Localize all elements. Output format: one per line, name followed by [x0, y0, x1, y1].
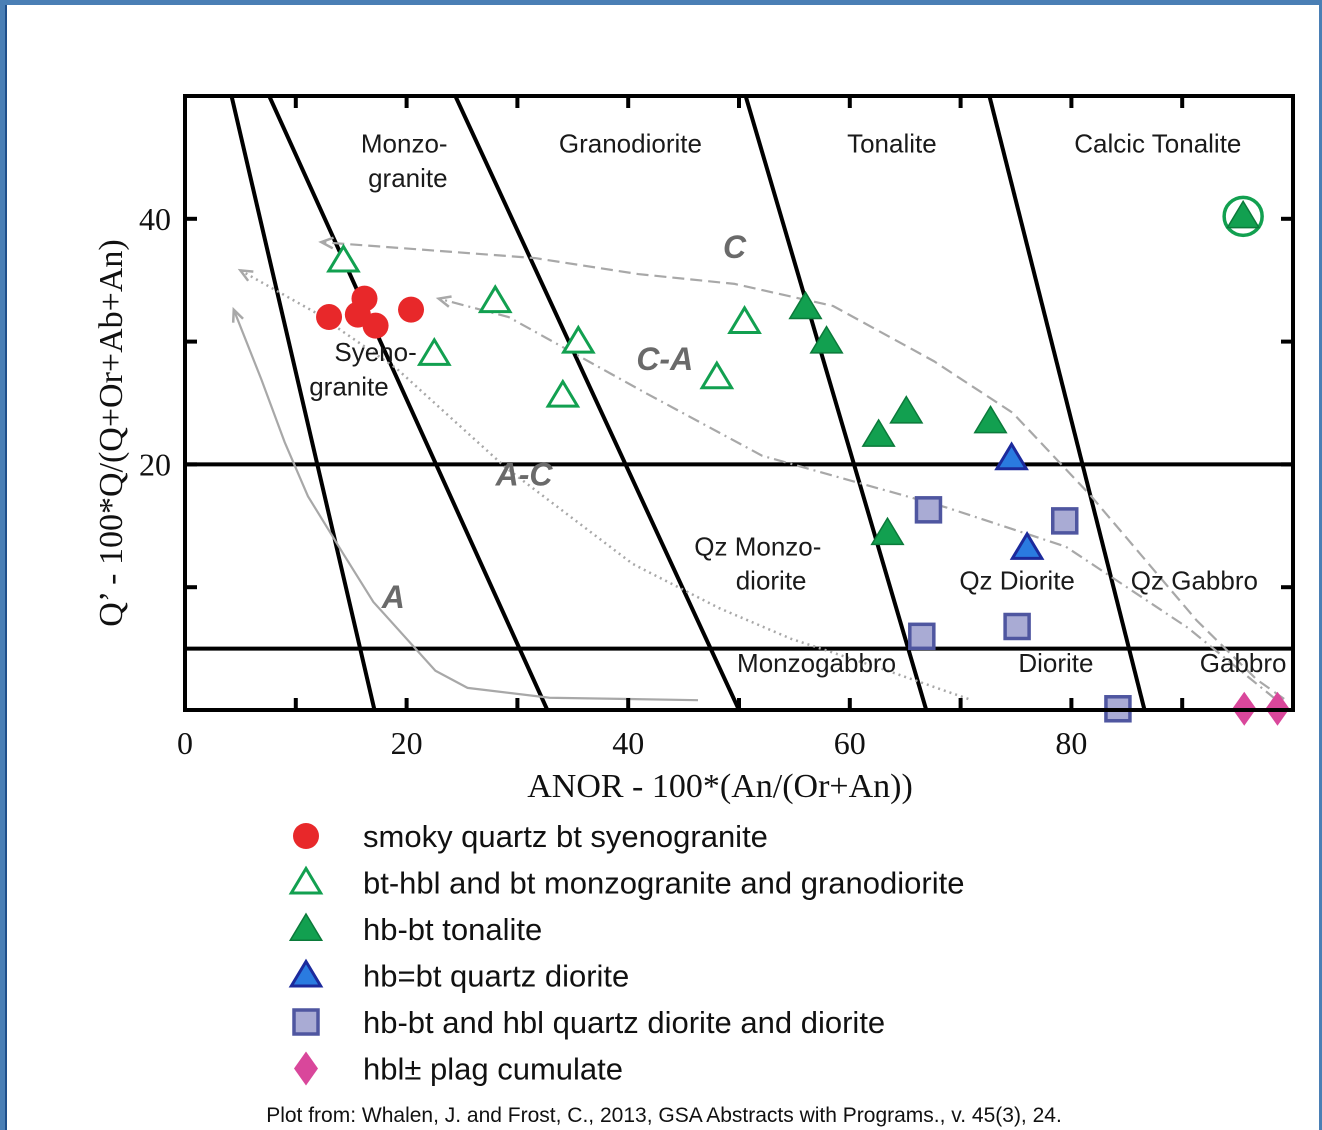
- field-label: granite: [309, 372, 389, 402]
- data-point-circle: [316, 304, 343, 331]
- field-labels: Monzo-granite Granodiorite Tonalite Calcic …: [309, 128, 1286, 677]
- trend-c-path: [321, 241, 1285, 700]
- trend-a-arrowhead: [231, 306, 244, 323]
- field-label: granite: [368, 163, 448, 193]
- boundary-line-3: [453, 96, 741, 710]
- legend-label: hb-bt and hbl quartz diorite and diorite: [363, 1005, 885, 1040]
- legend-marker-square: [292, 1008, 320, 1036]
- x-tick-label: 0: [177, 725, 193, 761]
- data-point-triangle: [889, 395, 924, 424]
- trend-a-c-arrowhead: [237, 268, 254, 282]
- data-point-triangle-open: [326, 243, 361, 273]
- y-axis-title: Q’ - 100*Q/(Q+Or+Ab+An): [93, 239, 130, 626]
- data-point-triangle-open: [545, 378, 581, 408]
- trend-label-c: C: [723, 229, 747, 265]
- legend-marker-triangle: [288, 912, 324, 941]
- figure-frame: [5, 5, 1319, 1130]
- legend-marker-diamond: [294, 1051, 318, 1086]
- data-point-triangle-open: [699, 360, 735, 390]
- trend-a-path: [232, 309, 699, 702]
- boundary-line-1: [229, 96, 377, 710]
- trend-labels: A A-C C-A C: [381, 229, 747, 615]
- x-axis-title: ANOR - 100*(An/(Or+An)): [527, 768, 913, 805]
- trend-paths: [231, 236, 1285, 702]
- data-point-square: [1051, 507, 1079, 535]
- legend-label: hb=bt quartz diorite: [363, 959, 629, 994]
- data-point-square: [1003, 612, 1031, 641]
- data-point-square: [908, 622, 936, 651]
- field-label: Syeno-: [334, 337, 416, 367]
- field-label: Monzogabbro: [737, 648, 896, 678]
- data-point-triangle-blue: [1009, 530, 1045, 560]
- data-point-triangle-open: [560, 324, 596, 354]
- field-label: Monzo-: [361, 128, 448, 158]
- legend-label: hbl± plag cumulate: [363, 1052, 623, 1087]
- y-tick-label: 40: [139, 201, 171, 237]
- data-point-triangle-open: [727, 305, 762, 334]
- data-point-triangle-open: [416, 336, 452, 366]
- field-label: Qz Diorite: [959, 566, 1075, 596]
- legend: smoky quartz bt syenogranite bt-hbl and b…: [288, 819, 964, 1087]
- field-label: Diorite: [1018, 648, 1093, 678]
- trend-label-a-c: A-C: [495, 456, 554, 492]
- data-point-triangle: [809, 325, 844, 354]
- data-point-triangle-blue: [994, 441, 1029, 471]
- legend-marker-triangle-open: [288, 865, 324, 895]
- trend-c-a-path: [438, 297, 1276, 700]
- source-credit: Plot from: Whalen, J. and Frost, C., 201…: [266, 1104, 1062, 1127]
- field-boundaries: [185, 96, 1293, 710]
- axis-ticks: 0 20 40 60 80 20 40: [139, 96, 1293, 761]
- boundary-line-4: [743, 96, 929, 710]
- data-point-circle: [362, 312, 389, 339]
- boundary-line-2: [267, 96, 550, 710]
- data-point-triangle: [861, 418, 896, 447]
- data-point-triangle: [788, 290, 823, 320]
- legend-marker-triangle-blue: [288, 958, 324, 988]
- data-point-triangle: [973, 404, 1008, 434]
- field-label: Qz Gabbro: [1131, 566, 1258, 596]
- y-tick-label: 20: [139, 446, 171, 482]
- boundary-line-5: [987, 96, 1147, 710]
- x-tick-label: 80: [1055, 725, 1087, 761]
- legend-label: hb-bt tonalite: [363, 912, 542, 947]
- data-point-triangle-open: [477, 284, 513, 314]
- legend-label: smoky quartz bt syenogranite: [363, 819, 768, 854]
- trend-c-arrowhead: [318, 236, 334, 250]
- data-point-triangle: [870, 516, 905, 546]
- field-label: Gabbro: [1200, 648, 1287, 678]
- x-tick-label: 20: [391, 725, 423, 761]
- field-label: Tonalite: [847, 128, 937, 158]
- data-points: [316, 195, 1290, 726]
- legend-label: bt-hbl and bt monzogranite and granodior…: [363, 866, 964, 901]
- trend-label-a: A: [381, 579, 405, 615]
- trend-c-a-arrowhead: [435, 295, 452, 308]
- x-tick-label: 60: [834, 725, 866, 761]
- data-point-circle: [398, 296, 425, 323]
- data-point-triangle: [1226, 199, 1261, 229]
- field-label: Granodiorite: [559, 128, 702, 158]
- field-label: Qz Monzo-: [694, 531, 821, 561]
- x-tick-label: 40: [612, 725, 644, 761]
- data-point-square: [914, 496, 943, 524]
- field-label: diorite: [736, 566, 807, 596]
- field-label: Calcic Tonalite: [1074, 128, 1241, 158]
- trend-label-c-a: C-A: [636, 341, 693, 377]
- legend-marker-circle: [293, 823, 319, 849]
